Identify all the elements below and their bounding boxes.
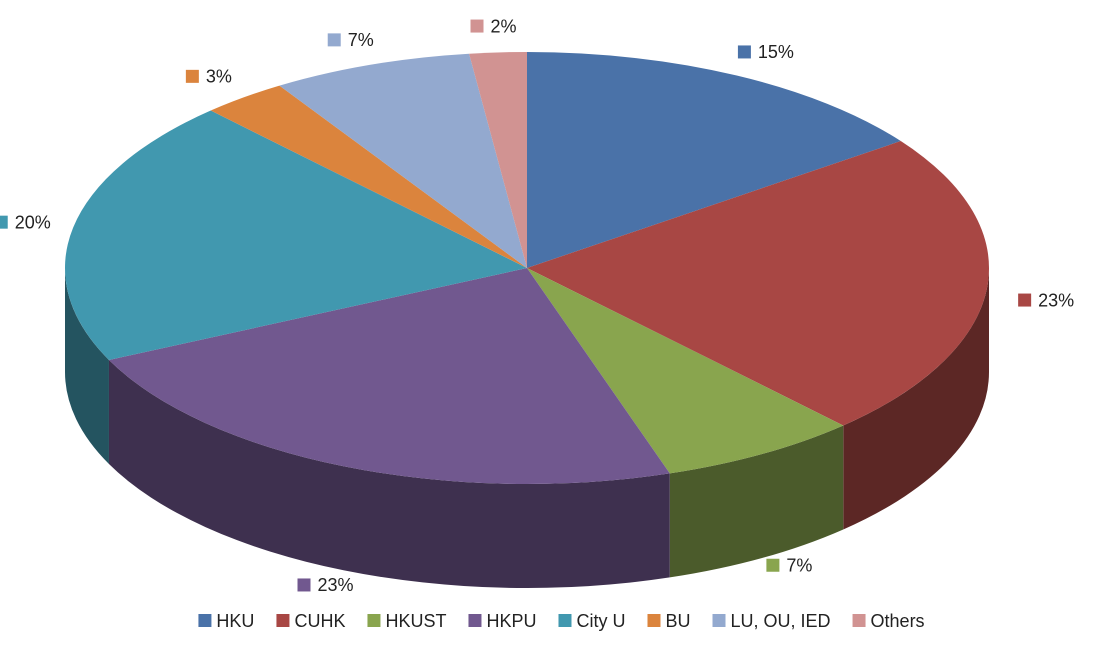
label-swatch [1018,293,1032,307]
legend-label: HKU [216,611,254,631]
label-swatch [470,19,484,33]
data-label: 20% [0,212,51,232]
data-label: 2% [470,16,517,36]
label-swatch [297,578,311,592]
pie-wall [65,268,109,464]
legend-swatch [468,614,482,627]
pie-wall [843,268,989,530]
legend-label: HKUST [385,611,446,631]
legend-label: CUHK [294,611,345,631]
data-label-text: 3% [206,67,232,87]
pie-slice [108,268,670,484]
label-swatch [766,558,780,572]
data-label: 7% [327,30,374,50]
label-swatch [327,33,341,47]
legend-swatch [852,614,866,627]
data-label-text: 7% [786,555,812,575]
legend-swatch [712,614,726,627]
label-swatch [737,45,751,59]
data-label: 15% [737,42,794,62]
data-label-text: 15% [758,42,794,62]
pie-slice [210,85,527,268]
data-label: 23% [297,575,354,595]
data-label-text: 23% [317,575,353,595]
legend-label: BU [665,611,690,631]
pie-slice [527,52,901,268]
data-label: 7% [766,555,812,575]
legend-label: City U [576,611,625,631]
legend-label: Others [871,611,925,631]
legend-label: LU, OU, IED [731,611,831,631]
pie-slice [469,52,527,268]
pie-wall [108,359,670,588]
legend-swatch [198,614,212,627]
pie-slice [279,53,527,269]
legend-swatch [558,614,572,627]
data-label: 23% [1018,290,1074,310]
pie-slice [527,141,989,426]
data-label-text: 7% [348,30,374,50]
pie-slice [527,268,844,474]
label-swatch [0,215,8,229]
label-swatch [185,69,199,83]
data-label: 3% [185,67,232,87]
legend-label: HKPU [486,611,536,631]
pie-wall [669,425,844,578]
legend: HKU CUHK HKUST HKPU City U BU LU, OU, IED Other… [198,611,925,631]
legend-swatch [647,614,661,627]
legend-swatch [367,614,381,627]
data-label-text: 23% [1038,290,1074,310]
data-label-text: 20% [15,212,51,232]
pie-slice [65,110,528,360]
legend-swatch [276,614,290,627]
data-label-text: 2% [491,16,517,36]
